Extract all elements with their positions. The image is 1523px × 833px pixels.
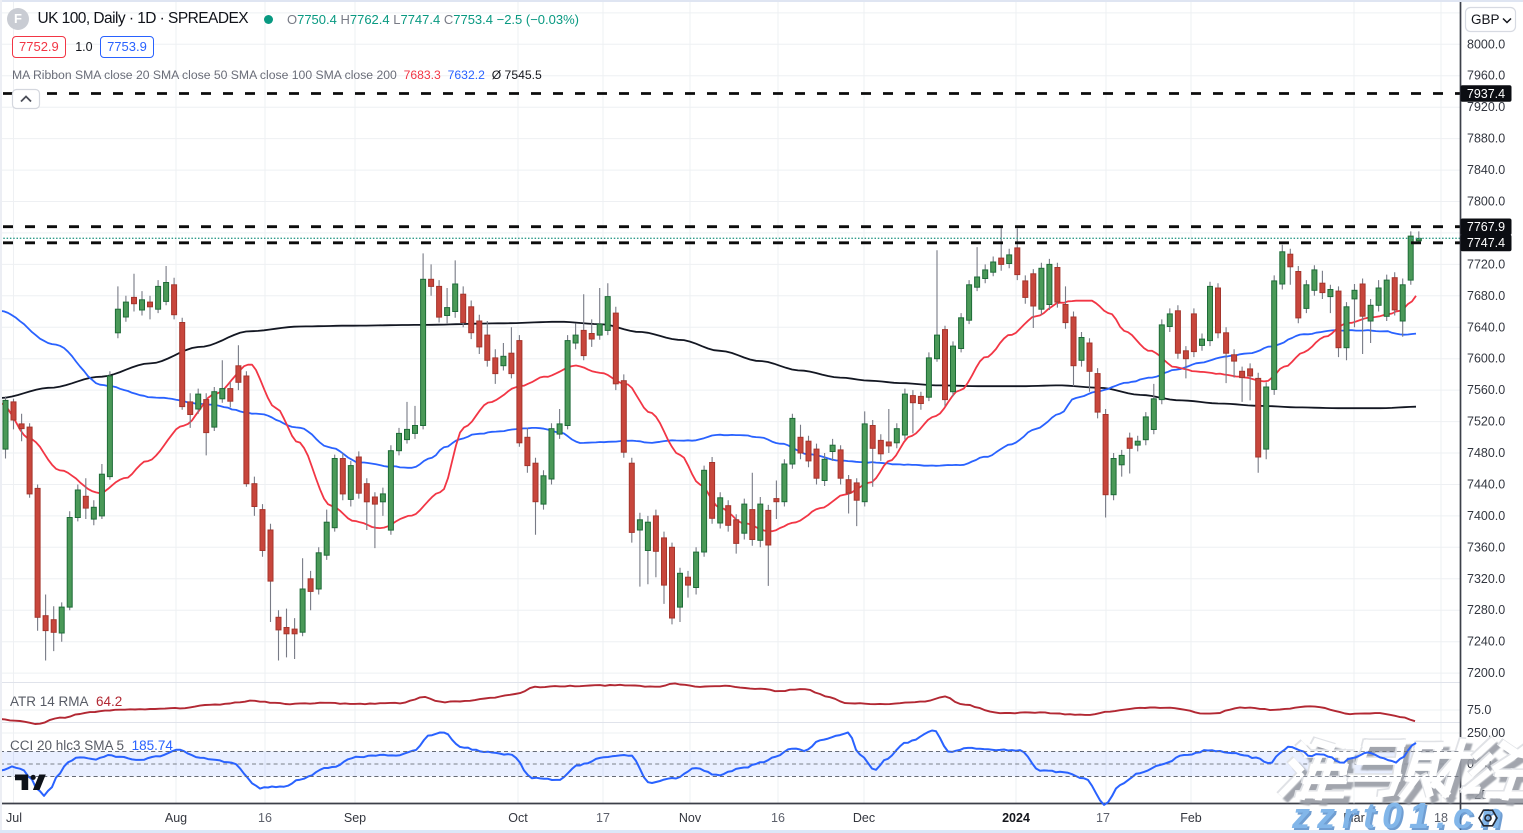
- svg-text:7800.0: 7800.0: [1467, 195, 1505, 209]
- svg-text:zzrt01.cn: zzrt01.cn: [1291, 795, 1509, 833]
- svg-text:250.00: 250.00: [1467, 726, 1505, 740]
- svg-text:7720.0: 7720.0: [1467, 257, 1505, 271]
- svg-text:17: 17: [596, 811, 610, 825]
- svg-text:7280.0: 7280.0: [1467, 603, 1505, 617]
- svg-text:Dec: Dec: [853, 811, 875, 825]
- svg-text:Sep: Sep: [344, 811, 366, 825]
- svg-text:7320.0: 7320.0: [1467, 572, 1505, 586]
- svg-text:7840.0: 7840.0: [1467, 163, 1505, 177]
- svg-text:7480.0: 7480.0: [1467, 446, 1505, 460]
- svg-text:16: 16: [258, 811, 272, 825]
- svg-text:7440.0: 7440.0: [1467, 478, 1505, 492]
- svg-text:7767.9: 7767.9: [1467, 220, 1505, 234]
- svg-text:7360.0: 7360.0: [1467, 540, 1505, 554]
- svg-text:18: 18: [1434, 811, 1448, 825]
- svg-text:7200.0: 7200.0: [1467, 666, 1505, 680]
- svg-text:7640.0: 7640.0: [1467, 320, 1505, 334]
- svg-text:7680.0: 7680.0: [1467, 289, 1505, 303]
- svg-text:7880.0: 7880.0: [1467, 132, 1505, 146]
- svg-text:2024: 2024: [1002, 811, 1030, 825]
- svg-text:7240.0: 7240.0: [1467, 635, 1505, 649]
- svg-text:Jul: Jul: [6, 811, 22, 825]
- svg-text:7920.0: 7920.0: [1467, 100, 1505, 114]
- svg-text:GBP: GBP: [1471, 12, 1500, 27]
- svg-text:Feb: Feb: [1180, 811, 1202, 825]
- svg-text:17: 17: [1096, 811, 1110, 825]
- svg-text:7520.0: 7520.0: [1467, 415, 1505, 429]
- svg-text:7747.4: 7747.4: [1467, 236, 1505, 250]
- svg-text:7937.4: 7937.4: [1467, 87, 1505, 101]
- svg-text:Oct: Oct: [508, 811, 528, 825]
- svg-text:Mar: Mar: [1343, 811, 1365, 825]
- svg-text:75.0: 75.0: [1467, 703, 1491, 717]
- svg-text:7960.0: 7960.0: [1467, 69, 1505, 83]
- svg-text:7600.0: 7600.0: [1467, 352, 1505, 366]
- svg-text:7400.0: 7400.0: [1467, 509, 1505, 523]
- svg-text:7560.0: 7560.0: [1467, 383, 1505, 397]
- svg-text:Aug: Aug: [165, 811, 187, 825]
- svg-text:zzrt01.cn: zzrt01.cn: [1293, 797, 1511, 833]
- svg-text:8000.0: 8000.0: [1467, 37, 1505, 51]
- svg-text:16: 16: [771, 811, 785, 825]
- svg-text:Nov: Nov: [679, 811, 702, 825]
